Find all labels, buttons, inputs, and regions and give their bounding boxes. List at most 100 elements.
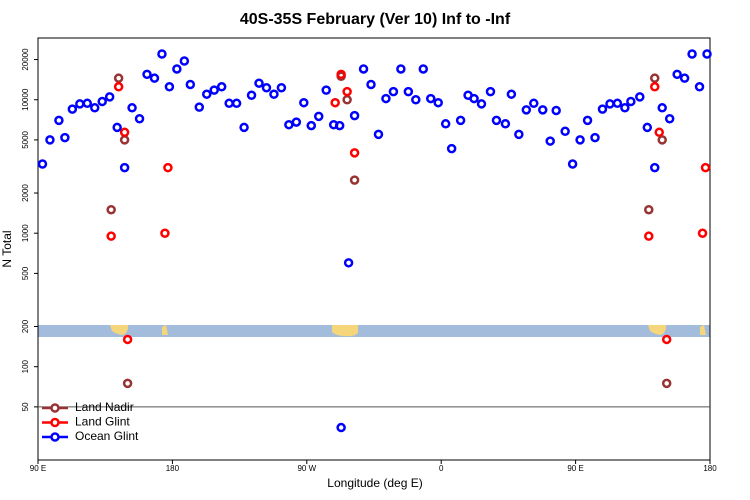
point <box>491 115 502 126</box>
point <box>644 231 654 241</box>
point <box>679 73 690 83</box>
point <box>529 98 539 109</box>
point <box>216 82 227 92</box>
point <box>163 162 173 173</box>
point <box>411 94 421 105</box>
point <box>97 96 107 107</box>
point <box>700 162 711 173</box>
point <box>179 56 190 66</box>
point <box>149 73 160 83</box>
point <box>89 103 100 113</box>
legend-label: Ocean Glint <box>75 429 139 443</box>
map-strip <box>38 325 710 337</box>
point <box>127 103 137 113</box>
point <box>261 82 272 93</box>
point <box>582 115 593 126</box>
point <box>334 120 345 131</box>
point <box>336 422 346 433</box>
y-tick-label: 20000 <box>21 48 30 71</box>
point <box>485 86 496 97</box>
point <box>119 162 130 173</box>
y-tick-label: 500 <box>21 266 30 280</box>
y-tick-label: 5000 <box>21 130 30 148</box>
y-tick-label: 10000 <box>21 88 30 111</box>
point <box>142 69 152 80</box>
point <box>185 79 196 90</box>
point <box>649 82 660 92</box>
point <box>661 334 672 345</box>
point <box>551 105 561 116</box>
point <box>626 96 636 107</box>
legend-label: Land Nadir <box>75 400 134 414</box>
x-tick-label: 0 <box>439 464 444 473</box>
y-tick-label: 200 <box>21 319 30 333</box>
plot-frame <box>37 37 711 461</box>
point <box>306 120 317 131</box>
point <box>343 258 354 268</box>
point <box>661 378 672 389</box>
point <box>373 129 384 140</box>
point <box>349 148 360 158</box>
point <box>649 73 660 83</box>
point <box>545 136 555 146</box>
point <box>336 69 346 80</box>
point <box>455 115 466 126</box>
point <box>418 64 429 74</box>
y-tick-label: 2000 <box>21 184 30 202</box>
point <box>60 132 70 143</box>
y-axis-label: N Total <box>0 230 14 267</box>
point <box>366 79 376 90</box>
point <box>122 378 133 389</box>
point <box>194 102 205 112</box>
point <box>694 82 705 92</box>
point <box>687 49 697 59</box>
x-axis-label: Longitude (deg E) <box>327 476 422 490</box>
point <box>160 228 170 238</box>
point <box>612 98 623 109</box>
point <box>291 117 302 127</box>
point <box>440 119 451 129</box>
point <box>567 159 578 169</box>
point <box>349 110 360 121</box>
point <box>246 90 257 101</box>
point <box>313 111 324 122</box>
legend-marker <box>50 417 60 428</box>
point <box>299 97 309 108</box>
legend-label: Land Glint <box>75 415 130 429</box>
point <box>657 135 667 145</box>
point <box>672 69 682 80</box>
point <box>113 73 124 83</box>
y-tick-label: 50 <box>21 402 30 411</box>
point <box>349 175 360 185</box>
y-tick-label: 1000 <box>21 224 30 242</box>
point <box>697 228 708 238</box>
point <box>469 93 479 104</box>
point <box>433 97 443 108</box>
point <box>45 135 55 145</box>
point <box>254 78 264 88</box>
point <box>284 119 294 130</box>
point <box>157 49 167 59</box>
legend-marker <box>50 403 60 413</box>
x-tick-label: 90 E <box>30 464 46 473</box>
x-tick-label: 90 W <box>297 464 316 473</box>
point <box>54 115 64 126</box>
y-tick-label: 100 <box>21 359 30 373</box>
point <box>358 64 369 74</box>
point <box>396 64 406 74</box>
point <box>388 86 399 97</box>
point <box>67 104 78 114</box>
point <box>506 89 517 99</box>
point <box>642 122 653 133</box>
point <box>446 143 457 154</box>
point <box>702 49 712 59</box>
point <box>342 86 352 97</box>
point <box>106 231 116 241</box>
point <box>537 105 548 115</box>
point <box>597 104 608 114</box>
point <box>575 135 585 145</box>
point <box>276 82 287 93</box>
legend-marker <box>50 432 60 442</box>
point <box>122 334 133 345</box>
